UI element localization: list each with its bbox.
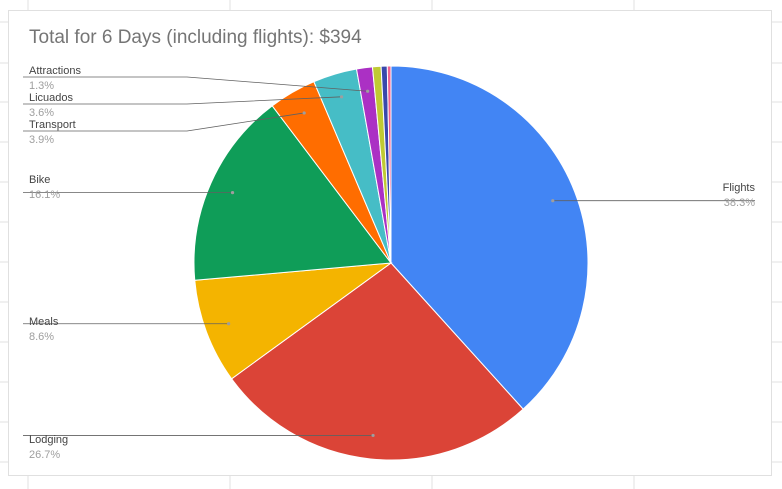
pie-slice-lodging[interactable] (230, 262, 524, 461)
chart-container[interactable]: Total for 6 Days (including flights): $3… (8, 10, 772, 476)
leader-line-transport (23, 112, 305, 132)
leader-dot-transport (302, 111, 306, 115)
slice-label-flights: Flights (723, 182, 756, 194)
pie-slice-flights[interactable] (390, 65, 589, 410)
leader-line-licuados (23, 96, 342, 105)
slice-label-meals: Meals (29, 316, 59, 328)
slice-percent-flights: 38.3% (724, 197, 755, 209)
pie-slice-bike[interactable] (193, 105, 392, 281)
leader-dot-licuados (339, 95, 344, 99)
pie-slice-meals[interactable] (194, 262, 393, 380)
slice-label-transport: Transport (29, 119, 76, 131)
slice-percent-lodging: 26.7% (29, 449, 60, 461)
leader-dot-lodging (371, 433, 375, 438)
slice-label-lodging: Lodging (29, 434, 68, 446)
slice-percent-bike: 16.1% (29, 189, 60, 201)
chart-title: Total for 6 Days (including flights): $3… (29, 27, 362, 48)
leader-line-attractions (23, 76, 368, 92)
slice-percent-transport: 3.9% (29, 134, 54, 146)
slice-label-bike: Bike (29, 174, 50, 186)
slice-percent-attractions: 1.3% (29, 80, 54, 92)
leader-dot-meals (227, 322, 231, 326)
leader-dot-flights (551, 199, 555, 203)
leader-dot-bike (230, 191, 235, 195)
slice-percent-meals: 8.6% (29, 331, 54, 343)
pie-slice-unlabeled-9[interactable] (386, 65, 392, 264)
slice-label-licuados: Licuados (29, 92, 74, 104)
slice-label-attractions: Attractions (29, 65, 81, 77)
slice-percent-licuados: 3.6% (29, 107, 54, 119)
pie-chart: Flights 38.3% Lodging 26.7% Meals 8.6% Bike 16.… (23, 65, 756, 461)
leader-dot-attractions (366, 89, 370, 93)
